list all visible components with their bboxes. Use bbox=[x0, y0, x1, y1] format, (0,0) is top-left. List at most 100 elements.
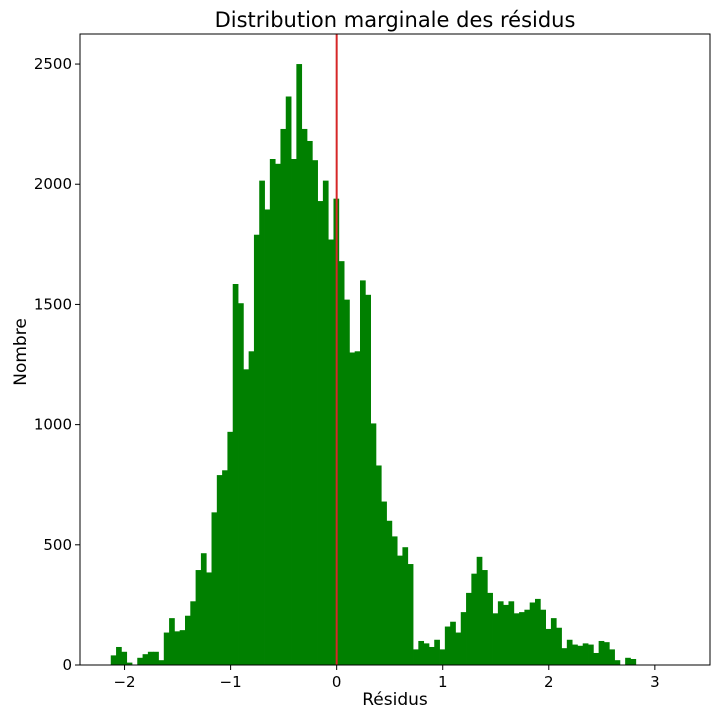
histogram-bar bbox=[630, 658, 637, 665]
histogram-bar bbox=[529, 602, 536, 665]
histogram-bar bbox=[344, 299, 350, 665]
x-tick-label: 3 bbox=[650, 673, 660, 691]
histogram-bar bbox=[593, 652, 600, 665]
histogram-bar bbox=[174, 631, 181, 665]
histogram-bar bbox=[354, 351, 361, 665]
histogram-bar bbox=[195, 570, 202, 665]
histogram-bar bbox=[238, 303, 244, 665]
histogram-bar bbox=[222, 470, 228, 665]
histogram-bar bbox=[153, 651, 159, 665]
histogram-bar bbox=[572, 644, 578, 665]
histogram-bar bbox=[312, 160, 318, 665]
histogram-bar bbox=[381, 501, 387, 665]
histogram-bar bbox=[338, 261, 345, 665]
histogram-bar bbox=[614, 660, 621, 665]
histogram-bar bbox=[450, 621, 456, 665]
histogram-bar bbox=[137, 657, 143, 665]
histogram-bar bbox=[259, 180, 265, 665]
histogram-bar bbox=[466, 592, 472, 665]
x-axis-ticks: −2 −1 0 1 2 3 bbox=[113, 665, 660, 691]
histogram-bar bbox=[301, 128, 308, 665]
histogram-bar bbox=[317, 201, 324, 665]
y-axis-label: Nombre bbox=[11, 318, 31, 386]
histogram-bar bbox=[200, 553, 207, 665]
x-tick-label: −1 bbox=[220, 673, 242, 691]
chart-title: Distribution marginale des résidus bbox=[215, 8, 576, 32]
y-tick-label: 500 bbox=[43, 536, 72, 554]
histogram-bar bbox=[116, 646, 122, 665]
histogram-bar bbox=[481, 570, 488, 665]
histogram-bar bbox=[535, 598, 541, 665]
histogram-bar bbox=[121, 651, 128, 665]
histogram-bar bbox=[227, 431, 234, 665]
histogram-bar bbox=[142, 654, 149, 665]
histogram-bar bbox=[582, 643, 589, 665]
histogram-bar bbox=[444, 626, 451, 665]
histogram-bar bbox=[460, 612, 467, 665]
y-tick-label: 2000 bbox=[34, 175, 72, 193]
histogram-bar bbox=[413, 649, 419, 665]
histogram-bar bbox=[269, 159, 276, 665]
histogram-bar bbox=[349, 352, 356, 665]
histogram-bar bbox=[206, 572, 212, 665]
y-tick-label: 2500 bbox=[34, 55, 72, 73]
histogram-bar bbox=[476, 556, 483, 665]
histogram-bar bbox=[418, 640, 425, 665]
histogram-bar bbox=[561, 648, 568, 665]
histogram-bar bbox=[519, 612, 525, 665]
y-tick-label: 1500 bbox=[34, 295, 72, 313]
histogram-bar bbox=[625, 657, 631, 665]
histogram-bar bbox=[147, 651, 154, 665]
histogram-bar bbox=[540, 609, 546, 665]
histogram-bar bbox=[397, 555, 403, 665]
histogram-bar bbox=[275, 163, 281, 665]
histogram-bar bbox=[566, 639, 573, 665]
histogram-bar bbox=[556, 627, 562, 665]
histogram-bar bbox=[126, 662, 133, 665]
x-tick-label: 2 bbox=[544, 673, 554, 691]
histogram-bar bbox=[306, 140, 313, 666]
histogram-bar bbox=[285, 96, 292, 665]
histogram-bar bbox=[545, 628, 552, 665]
histogram-bar bbox=[179, 630, 186, 665]
histogram-bar bbox=[185, 615, 191, 665]
histogram-bar bbox=[503, 604, 509, 665]
histogram-bar bbox=[232, 284, 239, 665]
plot-frame bbox=[79, 33, 711, 666]
histogram-bar bbox=[391, 536, 398, 665]
histogram-bar bbox=[365, 294, 371, 665]
histogram-bar bbox=[455, 632, 462, 665]
y-axis-ticks: 0 500 1000 1500 2000 2500 bbox=[34, 55, 80, 674]
y-tick-label: 0 bbox=[62, 656, 72, 674]
x-axis-label: Résidus bbox=[362, 690, 428, 710]
histogram-bar bbox=[169, 618, 175, 665]
histogram-bar bbox=[428, 646, 435, 665]
histogram-bar bbox=[253, 234, 260, 665]
histogram-bar bbox=[386, 520, 393, 665]
histogram-bar bbox=[598, 640, 605, 665]
histogram-bar bbox=[603, 642, 610, 665]
histogram-bar bbox=[322, 180, 329, 665]
histogram-bar bbox=[163, 632, 170, 665]
histogram-bar bbox=[492, 613, 499, 665]
x-tick-label: 0 bbox=[332, 673, 342, 691]
histogram-bar bbox=[216, 475, 223, 665]
x-tick-label: −2 bbox=[113, 673, 135, 691]
histogram-bar bbox=[407, 564, 414, 665]
histogram-bar bbox=[360, 280, 366, 665]
histogram-bar bbox=[434, 639, 440, 665]
histogram-bar bbox=[248, 351, 255, 665]
histogram-bars bbox=[110, 64, 637, 666]
histogram-bar bbox=[264, 209, 271, 666]
histogram-bar bbox=[439, 649, 446, 665]
histogram-bar bbox=[328, 239, 334, 665]
histogram-bar bbox=[577, 645, 584, 665]
histogram-bar bbox=[550, 618, 557, 665]
x-tick-label: 1 bbox=[438, 673, 448, 691]
histogram-bar bbox=[296, 64, 303, 666]
histogram-bar bbox=[110, 655, 117, 665]
histogram-bar bbox=[211, 512, 218, 665]
histogram-bar bbox=[375, 465, 382, 665]
histogram-bar bbox=[524, 609, 531, 665]
histogram-bar bbox=[609, 649, 615, 665]
